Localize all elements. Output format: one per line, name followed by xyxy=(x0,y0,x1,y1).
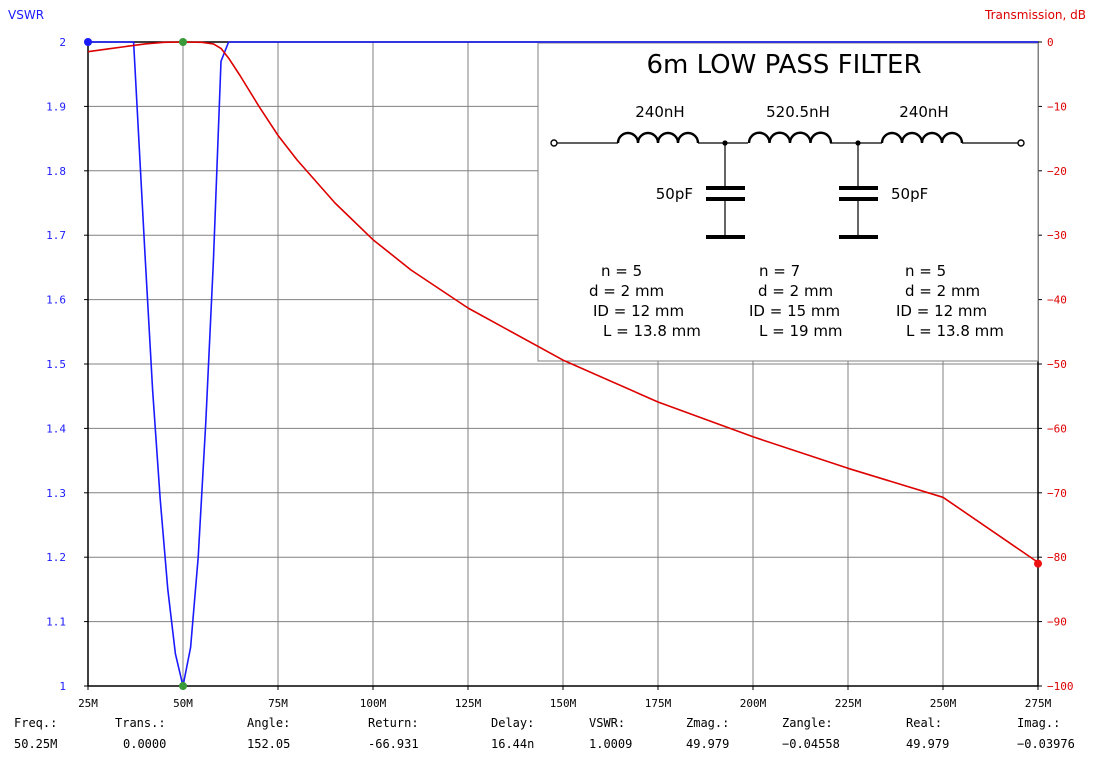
inductor-2-label: 520.5nH xyxy=(766,103,830,121)
readout-zmag-value: 49.979 xyxy=(686,737,730,751)
coil-1-length: L = 13.8 mm xyxy=(603,322,701,340)
x-tick-label: 250M xyxy=(930,697,957,710)
readout-delay-value: 16.44n xyxy=(491,737,535,751)
left-tick-label: 1.9 xyxy=(46,100,66,113)
readout-vswr-label: VSWR: xyxy=(589,716,626,730)
left-tick-label: 1 xyxy=(59,680,66,693)
x-tick-label: 175M xyxy=(645,697,672,710)
coil-3-length: L = 13.8 mm xyxy=(906,322,1004,340)
left-tick-label: 1.3 xyxy=(46,487,66,500)
readout-angle-label: Angle: xyxy=(247,716,291,730)
right-tick-label: −40 xyxy=(1047,294,1067,307)
right-tick-label: −10 xyxy=(1047,100,1067,113)
right-tick-label: −90 xyxy=(1047,616,1067,629)
left-tick-label: 1.4 xyxy=(46,422,66,435)
left-tick-label: 1.7 xyxy=(46,229,66,242)
filter-schematic-inset: 6m LOW PASS FILTER 240nH 520.5nH 240nH 5… xyxy=(537,42,1039,362)
coil-2-inner-diameter: ID = 15 mm xyxy=(749,302,840,320)
inductor-1-label: 240nH xyxy=(635,103,684,121)
coil-2-length: L = 19 mm xyxy=(759,322,843,340)
left-tick-label: 2 xyxy=(59,36,66,49)
cursor-marker xyxy=(179,682,187,690)
readout-angle-value: 152.05 xyxy=(247,737,291,751)
left-tick-label: 1.5 xyxy=(46,358,66,371)
left-tick-label: 1.6 xyxy=(46,294,66,307)
readout-imag-value: −0.03976 xyxy=(1017,737,1075,751)
readout-return-value: -66.931 xyxy=(368,737,419,751)
readout-imag-label: Imag.: xyxy=(1017,716,1061,730)
inductor-3-label: 240nH xyxy=(899,103,948,121)
marker-layer xyxy=(84,38,1042,690)
right-axis-title: Transmission, dB xyxy=(984,8,1086,22)
right-tick-label: 0 xyxy=(1047,36,1054,49)
inductor-icon xyxy=(747,131,833,144)
cursor-marker xyxy=(84,38,92,46)
readout-zangle-value: −0.04558 xyxy=(782,737,840,751)
coil-3-turns: n = 5 xyxy=(905,262,946,280)
coil-2-wire-diameter: d = 2 mm xyxy=(758,282,833,300)
transmission-series-line xyxy=(87,41,1039,564)
readout-trans-value: 0.0000 xyxy=(123,737,167,751)
right-tick-label: −60 xyxy=(1047,422,1067,435)
output-terminal-icon xyxy=(1017,139,1025,147)
right-tick-label: −20 xyxy=(1047,165,1067,178)
x-tick-label: 275M xyxy=(1025,697,1052,710)
input-terminal-icon xyxy=(550,139,558,147)
coil-3-wire-diameter: d = 2 mm xyxy=(905,282,980,300)
readout-real-label: Real: xyxy=(906,716,943,730)
coil-1-turns: n = 5 xyxy=(601,262,642,280)
readout-delay-label: Delay: xyxy=(491,716,535,730)
readout-return-label: Return: xyxy=(368,716,419,730)
cursor-marker xyxy=(1034,559,1042,568)
readout-freq-value: 50.25M xyxy=(14,737,58,751)
readout-vswr-value: 1.0009 xyxy=(589,737,633,751)
left-tick-label: 1.8 xyxy=(46,165,66,178)
right-tick-label: −80 xyxy=(1047,551,1067,564)
x-tick-label: 100M xyxy=(360,697,387,710)
readout-trans-label: Trans.: xyxy=(115,716,166,730)
x-tick-label: 150M xyxy=(550,697,577,710)
coil-1-wire-diameter: d = 2 mm xyxy=(589,282,664,300)
x-axis-ticks: 25M 50M 75M 100M 125M 150M 175M 200M 225M 250M 275… xyxy=(78,686,1052,710)
right-tick-label: −50 xyxy=(1047,358,1067,371)
inductor-icon xyxy=(880,131,964,144)
coil-3-inner-diameter: ID = 12 mm xyxy=(896,302,987,320)
cursor-marker xyxy=(179,38,187,46)
right-tick-label: −30 xyxy=(1047,229,1067,242)
readout-zangle-label: Zangle: xyxy=(782,716,833,730)
left-tick-label: 1.2 xyxy=(46,551,66,564)
coil-1-inner-diameter: ID = 12 mm xyxy=(593,302,684,320)
capacitor-2-label: 50pF xyxy=(891,185,928,203)
x-tick-label: 225M xyxy=(835,697,862,710)
x-tick-label: 125M xyxy=(455,697,482,710)
x-tick-label: 50M xyxy=(173,697,193,710)
right-tick-label: −70 xyxy=(1047,487,1067,500)
inductor-icon xyxy=(616,131,700,144)
left-tick-label: 1.1 xyxy=(46,616,66,629)
right-axis-ticks: 0 −10 −20 −30 −40 −50 −60 −70 −80 −90 −100 xyxy=(1038,36,1074,693)
readout-real-value: 49.979 xyxy=(906,737,950,751)
inset-box xyxy=(537,42,1039,362)
left-axis-ticks: 1 1.1 1.2 1.3 1.4 1.5 1.6 1.7 1.8 1.9 2 xyxy=(46,36,88,693)
readout-freq-label: Freq.: xyxy=(14,716,58,730)
readout-zmag-label: Zmag.: xyxy=(686,716,730,730)
x-tick-label: 200M xyxy=(740,697,767,710)
x-tick-label: 75M xyxy=(268,697,288,710)
coil-2-turns: n = 7 xyxy=(759,262,800,280)
x-tick-label: 25M xyxy=(78,697,98,710)
left-axis-title: VSWR xyxy=(8,8,44,22)
capacitor-1-label: 50pF xyxy=(656,185,693,203)
right-tick-label: −100 xyxy=(1047,680,1074,693)
inset-title: 6m LOW PASS FILTER xyxy=(646,50,921,80)
